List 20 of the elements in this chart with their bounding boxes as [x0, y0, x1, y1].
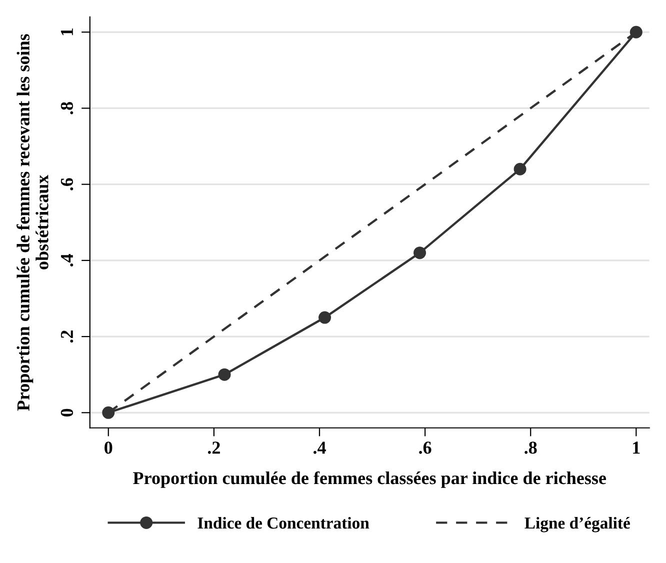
point: [414, 246, 426, 260]
x-tick-label: 0: [104, 442, 112, 454]
point: [318, 311, 332, 324]
y-axis-title: Proportion cumulée de femmes recevant les soins obstétricaux: [16, 34, 48, 411]
y-tick-label: .6: [60, 178, 74, 190]
point: [218, 368, 231, 381]
x-axis-title: Proportion cumulée de femmes classées par indice de richesse: [133, 471, 606, 488]
x-tick-label: .4: [314, 442, 326, 454]
y-tick-label: .4: [60, 254, 74, 266]
point: [514, 162, 526, 176]
legend-label: Ligne d’égalité: [524, 516, 630, 532]
legend-label: Indice de Concentration: [198, 516, 370, 529]
x-tick-label: 1: [633, 442, 640, 454]
y-tick-label: .8: [60, 102, 74, 114]
x-tick-label: .8: [524, 442, 537, 454]
x-tick-label: .2: [208, 442, 220, 454]
y-tick-label: 0: [60, 408, 74, 416]
y-tick-label: 1: [60, 28, 73, 36]
y-tick-label: .2: [60, 330, 74, 343]
x-tick-label: .6: [419, 442, 432, 454]
